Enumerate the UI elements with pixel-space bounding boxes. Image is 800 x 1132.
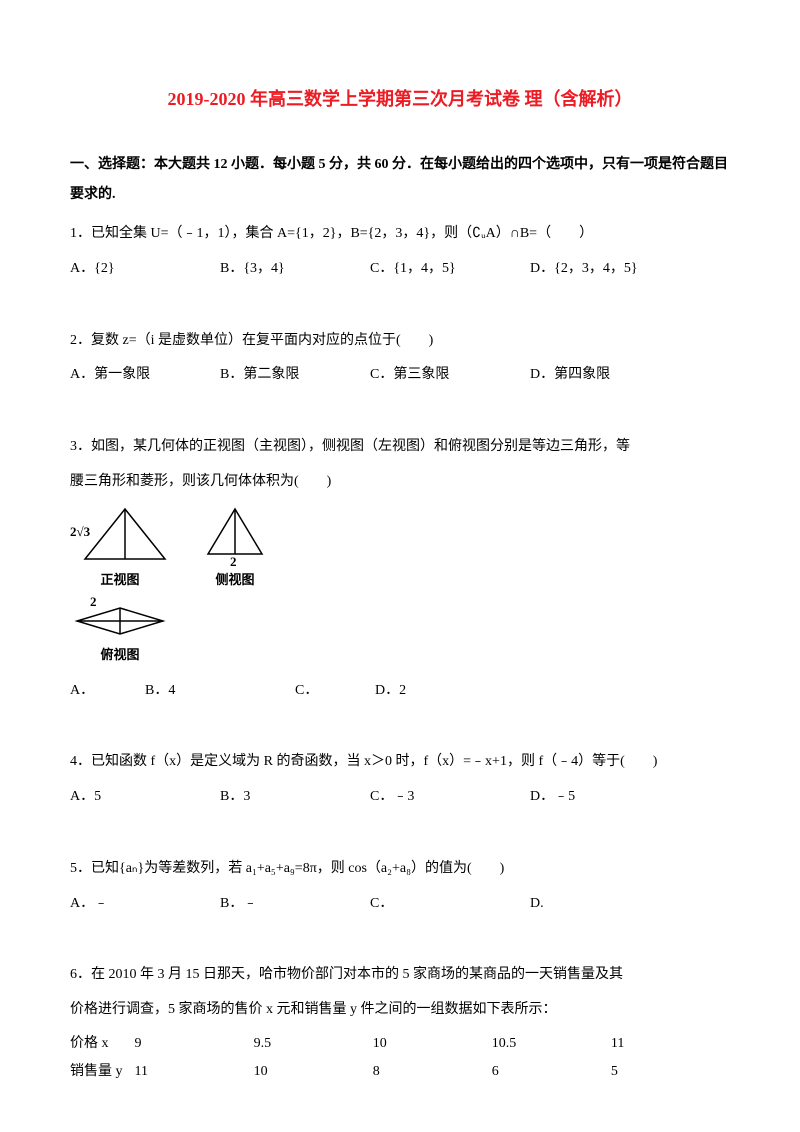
side-view-figure: 2 侧视图 xyxy=(200,504,270,595)
q1-option-d: D．{2，3，4，5} xyxy=(530,254,680,285)
q3-option-a: A． xyxy=(70,676,145,707)
q1-option-c: C．{1，4，5} xyxy=(370,254,530,285)
sales-val-3: 6 xyxy=(492,1058,611,1086)
q5-option-d: D. xyxy=(530,889,680,920)
q5-option-b: B．﹣ xyxy=(220,889,370,920)
q6-text1: 6．在 2010 年 3 月 15 日那天，哈市物价部门对本市的 5 家商场的某… xyxy=(70,960,730,991)
table-row-sales: 销售量 y 11 10 8 6 5 xyxy=(70,1058,730,1086)
question-1: 1．已知全集 U=（﹣1，1），集合 A={1，2}，B={2，3，4}，则（∁… xyxy=(70,219,730,285)
q1-option-a: A．{2} xyxy=(70,254,220,285)
price-val-1: 9.5 xyxy=(254,1030,373,1058)
question-5: 5．已知{aₙ}为等差数列，若 a₁+a₅+a₉=8π，则 cos（a₂+a₈）… xyxy=(70,854,730,920)
price-label: 价格 x xyxy=(70,1030,135,1058)
q1-option-b: B．{3，4} xyxy=(220,254,370,285)
sales-label: 销售量 y xyxy=(70,1058,135,1086)
q4-text: 4．已知函数 f（x）是定义域为 R 的奇函数，当 x＞0 时，f（x）=﹣x+… xyxy=(70,747,730,778)
q2-text: 2．复数 z=（i 是虚数单位）在复平面内对应的点位于( ) xyxy=(70,326,730,357)
price-val-3: 10.5 xyxy=(492,1030,611,1058)
q5-option-c: C． xyxy=(370,889,530,920)
exam-title: 2019-2020 年高三数学上学期第三次月考试卷 理（含解析） xyxy=(70,80,730,120)
q3-option-d: D．2 xyxy=(375,676,406,707)
q3-option-b: B．4 xyxy=(145,676,295,707)
question-2: 2．复数 z=（i 是虚数单位）在复平面内对应的点位于( ) A．第一象限 B．… xyxy=(70,326,730,392)
price-val-0: 9 xyxy=(135,1030,254,1058)
question-3: 3．如图，某几何体的正视图（主视图），侧视图（左视图）和俯视图分别是等边三角形，… xyxy=(70,432,730,707)
q2-option-b: B．第二象限 xyxy=(220,360,370,391)
q5-option-a: A．﹣ xyxy=(70,889,220,920)
sales-val-1: 10 xyxy=(254,1058,373,1086)
q1-text: 1．已知全集 U=（﹣1，1），集合 A={1，2}，B={2，3，4}，则（∁… xyxy=(70,219,730,250)
front-view-label: 正视图 xyxy=(100,566,139,595)
svg-text:2: 2 xyxy=(230,554,237,566)
table-row-price: 价格 x 9 9.5 10 10.5 11 xyxy=(70,1030,730,1058)
q2-option-c: C．第三象限 xyxy=(370,360,530,391)
rhombus-top-icon: 2 xyxy=(70,596,170,641)
top-view-label: 俯视图 xyxy=(100,641,139,670)
q4-option-c: C．﹣3 xyxy=(370,782,530,813)
sales-val-2: 8 xyxy=(373,1058,492,1086)
q3-text2: 腰三角形和菱形，则该几何体体积为( ) xyxy=(70,467,730,498)
sales-val-0: 11 xyxy=(135,1058,254,1086)
top-view-figure: 2 俯视图 xyxy=(70,596,170,670)
q3-option-c: C． xyxy=(295,676,375,707)
price-val-2: 10 xyxy=(373,1030,492,1058)
sales-val-4: 5 xyxy=(611,1058,730,1086)
q5-text: 5．已知{aₙ}为等差数列，若 a₁+a₅+a₉=8π，则 cos（a₂+a₈）… xyxy=(70,854,730,885)
section-header: 一、选择题：本大题共 12 小题．每小题 5 分，共 60 分．在每小题给出的四… xyxy=(70,150,730,212)
price-val-4: 11 xyxy=(611,1030,730,1058)
q3-figures: 2√3 正视图 2 侧视图 2 俯视 xyxy=(70,504,730,670)
triangle-front-icon: 2√3 xyxy=(70,504,170,566)
question-4: 4．已知函数 f（x）是定义域为 R 的奇函数，当 x＞0 时，f（x）=﹣x+… xyxy=(70,747,730,813)
q4-option-d: D．﹣5 xyxy=(530,782,680,813)
front-view-figure: 2√3 正视图 xyxy=(70,504,170,595)
q6-text2: 价格进行调查，5 家商场的售价 x 元和销售量 y 件之间的一组数据如下表所示： xyxy=(70,995,730,1026)
question-6: 6．在 2010 年 3 月 15 日那天，哈市物价部门对本市的 5 家商场的某… xyxy=(70,960,730,1086)
triangle-side-icon: 2 xyxy=(200,504,270,566)
q4-option-b: B．3 xyxy=(220,782,370,813)
q2-option-d: D．第四象限 xyxy=(530,360,680,391)
svg-text:2: 2 xyxy=(90,596,97,609)
q4-option-a: A．5 xyxy=(70,782,220,813)
svg-text:2√3: 2√3 xyxy=(70,524,91,539)
q3-text1: 3．如图，某几何体的正视图（主视图），侧视图（左视图）和俯视图分别是等边三角形，… xyxy=(70,432,730,463)
side-view-label: 侧视图 xyxy=(215,566,254,595)
q2-option-a: A．第一象限 xyxy=(70,360,220,391)
